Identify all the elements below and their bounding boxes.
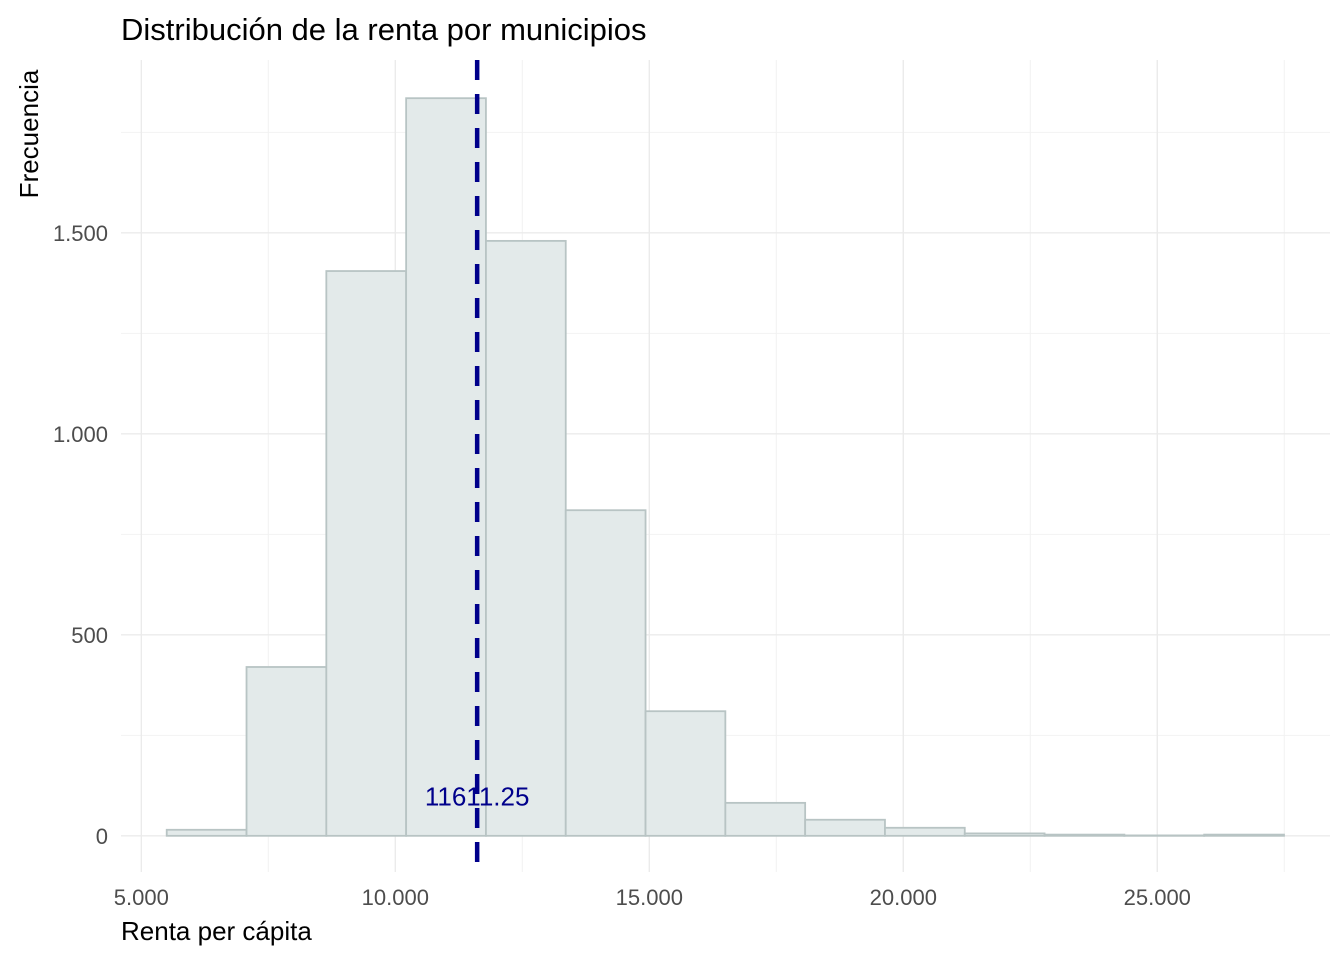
chart-title: Distribución de la renta por municipios: [121, 12, 647, 47]
y-tick-label: 0: [96, 824, 108, 849]
histogram-bar: [165, 828, 248, 837]
histogram-bar: [564, 509, 647, 837]
y-axis-title: Frecuencia: [14, 69, 44, 198]
mean-label: 11611.25: [425, 782, 530, 812]
histogram-bar: [963, 832, 1046, 837]
histogram-bar: [325, 270, 408, 837]
x-tick-label: 20.000: [870, 885, 937, 910]
y-tick-label: 1.500: [53, 221, 108, 246]
histogram-bar: [245, 666, 328, 837]
x-tick-label: 5.000: [114, 885, 169, 910]
histogram-bar: [1203, 833, 1285, 837]
histogram-bar: [724, 801, 807, 837]
mean-marker: 11611.25: [425, 60, 530, 872]
axis-ticks: 5.000 10.000 15.000 20.000 25.000 0 500 1.000 1.…: [53, 221, 1191, 910]
x-tick-label: 15.000: [616, 885, 683, 910]
histogram-bar: [884, 826, 966, 837]
histogram-bar: [804, 818, 886, 837]
histogram-bar: [485, 239, 567, 837]
histogram-bar: [405, 97, 487, 837]
y-tick-label: 1.000: [53, 422, 108, 447]
histogram-bar: [644, 710, 727, 837]
histogram-bar: [1043, 833, 1126, 837]
x-tick-label: 25.000: [1124, 885, 1191, 910]
x-axis-title: Renta per cápita: [121, 916, 312, 946]
x-tick-label: 10.000: [362, 885, 429, 910]
histogram-bars: [165, 97, 1285, 837]
y-tick-label: 500: [71, 623, 108, 648]
